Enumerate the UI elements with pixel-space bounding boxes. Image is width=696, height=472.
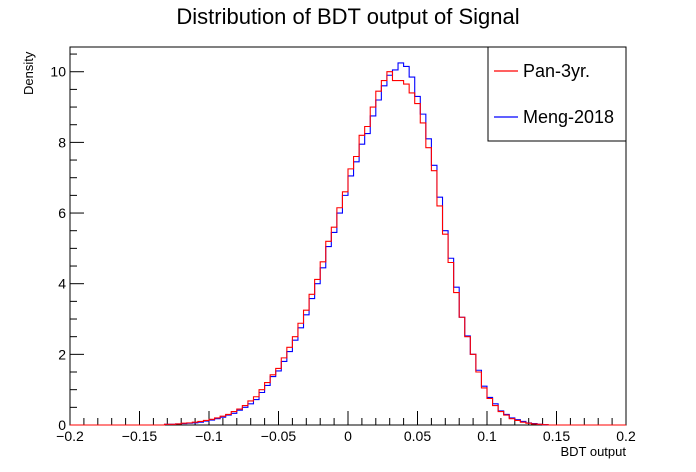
x-axis-label: BDT output: [560, 444, 626, 459]
x-tick-label: 0.2: [616, 428, 636, 444]
x-tick-label: −0.05: [261, 428, 297, 444]
y-tick-label: 2: [58, 346, 66, 362]
x-tick-label: 0.15: [543, 428, 570, 444]
legend-label-meng: Meng-2018: [523, 107, 614, 127]
y-axis-label: Density: [21, 51, 36, 95]
x-tick-label: 0.05: [404, 428, 431, 444]
x-tick-label: −0.2: [56, 428, 84, 444]
series-pan-3yr-line: [70, 71, 626, 426]
x-tick-label: −0.15: [122, 428, 158, 444]
legend-label-pan: Pan-3yr.: [523, 61, 590, 81]
y-tick-label: 10: [50, 64, 66, 80]
series-layer: [70, 62, 626, 426]
axes: −0.2 −0.15 −0.1 −0.05 0 0.05 0.1 0.15 0.2 0 2 4 6 8 10: [50, 53, 636, 444]
chart-title: Distribution of BDT output of Signal: [176, 4, 519, 29]
y-tick-label: 8: [58, 134, 66, 150]
y-tick-label: 4: [58, 276, 66, 292]
legend: Pan-3yr. Meng-2018: [487, 46, 627, 142]
x-tick-label: −0.1: [195, 428, 223, 444]
x-tick-label: 0.1: [477, 428, 497, 444]
y-tick-label: 6: [58, 205, 66, 221]
legend-box: [487, 46, 627, 142]
x-tick-label: 0: [344, 428, 352, 444]
y-tick-label: 0: [58, 417, 66, 433]
